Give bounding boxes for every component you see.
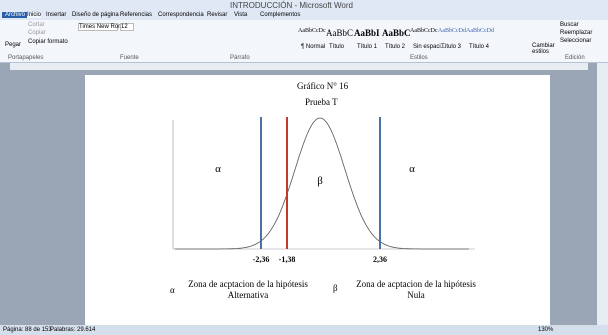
legend-text: Zona de acptacion de la hipótesis — [188, 279, 308, 289]
critical-label: -2,36 — [253, 255, 270, 264]
region-label: β — [317, 175, 323, 187]
status-words: Palabras: 29.614 — [50, 327, 95, 333]
critical-label: -1,38 — [279, 255, 296, 264]
region-label: α — [215, 163, 221, 175]
t-test-chart: α β α -2,36 -1,38 2,36 α Zona de acptaci… — [0, 0, 608, 335]
status-page: Página: 88 de 153 — [3, 327, 52, 333]
legend-symbol: β — [333, 283, 338, 293]
region-label: α — [409, 163, 415, 175]
legend-symbol: α — [170, 285, 175, 295]
word-window: INTRODUCCIÓN - Microsoft Word ArchivoIni… — [0, 0, 608, 335]
legend-text: Zona de acptacion de la hipótesis — [356, 279, 476, 289]
critical-label: 2,36 — [373, 255, 387, 264]
legend-text: Alternativa — [228, 290, 268, 300]
zoom-level[interactable]: 130% — [538, 327, 553, 333]
legend-text: Nula — [407, 290, 425, 300]
scrollbar[interactable] — [597, 63, 608, 325]
